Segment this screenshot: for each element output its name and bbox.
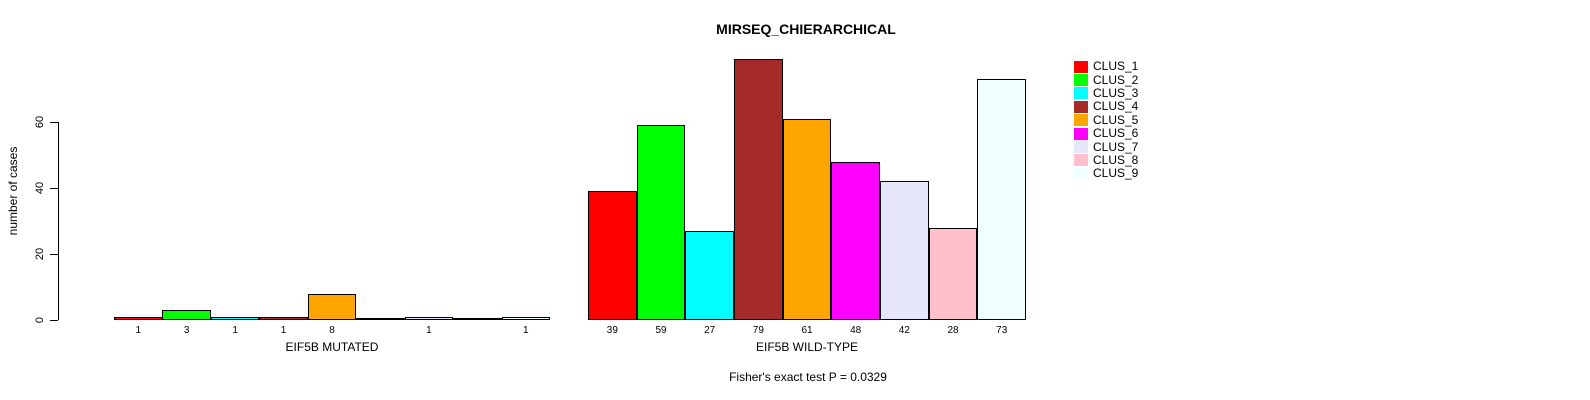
bar-clus_3-wildtype: [685, 230, 735, 320]
legend-swatch-clus_2: [1074, 74, 1088, 87]
legend-item-clus_6: CLUS_6: [1074, 127, 1138, 140]
legend-label: CLUS_1: [1093, 59, 1139, 74]
bar-value-label: 27: [704, 325, 716, 336]
bar-clus_8-wildtype: [928, 227, 978, 320]
bar-group-mutated: [114, 50, 550, 320]
bar-value-labels-wildtype: 39 59 27 79 61 48 42 28 73: [588, 325, 1026, 336]
bar-value-label: 1: [135, 325, 141, 336]
bar-group-wildtype: [588, 50, 1027, 320]
bar-value-label: 28: [947, 325, 959, 336]
legend: CLUS_1 CLUS_2 CLUS_3 CLUS_4 CLUS_5 CLUS_6 CLUS…: [1074, 60, 1138, 181]
bar-value-label: 59: [655, 325, 667, 336]
bar-clus_5-mutated: [307, 293, 357, 320]
legend-item-clus_4: CLUS_4: [1074, 100, 1138, 113]
fisher-test-caption: Fisher's exact test P = 0.0329: [729, 370, 887, 384]
bar-value-label: [453, 325, 501, 336]
legend-swatch-clus_6: [1074, 127, 1088, 140]
legend-item-clus_3: CLUS_3: [1074, 85, 1139, 100]
bar-value-label: 1: [426, 325, 432, 336]
legend-item-clus_2: CLUS_2: [1074, 72, 1139, 87]
legend-label: CLUS_6: [1093, 126, 1139, 141]
bar-clus_3-mutated: [210, 316, 260, 320]
y-tick-mark: [50, 122, 58, 123]
bar-value-label: 48: [850, 325, 862, 336]
legend-swatch-clus_3: [1074, 87, 1088, 100]
bar-value-label: 8: [329, 325, 335, 336]
legend-swatch-clus_9: [1074, 167, 1088, 180]
bar-value-label: 3: [183, 325, 190, 336]
bar-clus_6-mutated: [356, 318, 405, 320]
legend-label: CLUS_5: [1093, 112, 1139, 127]
legend-item-clus_8: CLUS_8: [1074, 152, 1139, 167]
legend-swatch-clus_1: [1074, 60, 1088, 73]
bar-clus_4-mutated: [259, 316, 308, 320]
legend-item-clus_7: CLUS_7: [1074, 139, 1139, 154]
legend-swatch-clus_8: [1074, 154, 1088, 167]
bar-value-label: 1: [232, 325, 238, 336]
legend-label: CLUS_8: [1093, 152, 1139, 167]
group-label-mutated: EIF5B MUTATED: [285, 340, 379, 354]
bar-value-label: 61: [801, 325, 813, 336]
legend-label: CLUS_2: [1093, 72, 1139, 87]
bar-value-label: 79: [752, 325, 764, 336]
y-axis-title: number of cases: [6, 146, 20, 236]
bar-clus_5-wildtype: [782, 118, 832, 320]
bar-clus_1-mutated: [114, 316, 163, 320]
group-label-wildtype: EIF5B WILD-TYPE: [755, 340, 859, 354]
y-axis-line: [58, 122, 59, 320]
bar-clus_2-wildtype: [636, 125, 686, 320]
bar-value-label: 1: [522, 325, 529, 336]
bar-clus_9-mutated: [501, 316, 550, 320]
y-tick-label: 40: [34, 181, 46, 195]
bar-value-label: 42: [898, 325, 910, 336]
legend-swatch-clus_4: [1074, 100, 1088, 113]
bar-value-labels-mutated: 1 3 1 1 8 1 1: [114, 325, 550, 336]
bar-value-label: 73: [996, 325, 1008, 336]
bar-clus_6-wildtype: [831, 161, 881, 320]
legend-item-clus_1: CLUS_1: [1074, 60, 1138, 73]
bar-clus_9-wildtype: [977, 79, 1027, 320]
y-tick-mark: [50, 254, 58, 255]
bar-value-label: 1: [280, 325, 287, 336]
legend-item-clus_9: CLUS_9: [1074, 167, 1138, 180]
bar-value-label: [356, 325, 404, 336]
bar-clus_8-mutated: [453, 318, 502, 320]
legend-label: CLUS_7: [1093, 139, 1139, 154]
legend-swatch-clus_7: [1074, 141, 1088, 154]
legend-item-clus_5: CLUS_5: [1074, 112, 1139, 127]
legend-label: CLUS_9: [1093, 166, 1139, 181]
bar-value-label: 39: [606, 325, 618, 336]
chart-title: MIRSEQ_CHIERARCHICAL: [716, 21, 896, 37]
y-tick-mark: [50, 188, 58, 189]
y-tick-label: 20: [34, 247, 46, 261]
y-tick-label: 0: [34, 316, 46, 324]
bar-clus_7-mutated: [404, 316, 454, 320]
y-tick-label: 60: [34, 115, 46, 129]
legend-label: CLUS_3: [1093, 85, 1139, 100]
bar-clus_7-wildtype: [880, 181, 929, 320]
bar-clus_1-wildtype: [588, 191, 637, 320]
legend-label: CLUS_4: [1093, 99, 1139, 114]
bar-clus_2-mutated: [162, 310, 211, 320]
legend-swatch-clus_5: [1074, 114, 1088, 127]
y-tick-mark: [50, 320, 58, 321]
bar-clus_4-wildtype: [734, 59, 783, 320]
